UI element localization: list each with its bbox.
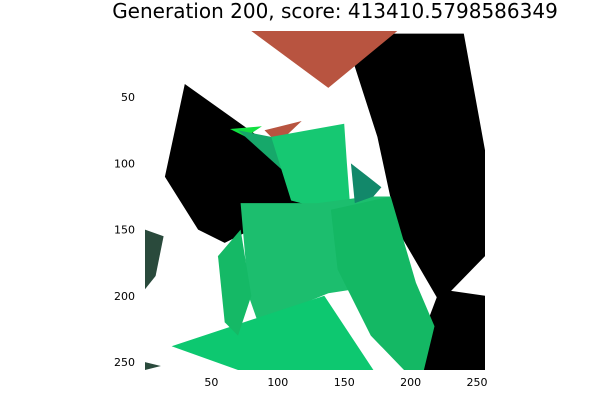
polygon-green-lower-wedge (218, 229, 252, 336)
polygon-green-right-slab (330, 196, 435, 370)
x-tick-label: 250 (467, 376, 488, 389)
plot-area (145, 31, 485, 370)
polygon-dark-green-bottom-left (145, 362, 161, 370)
y-axis-ticks: 50 100 150 200 250 (114, 91, 135, 369)
polygon-black-mass-right (344, 33, 485, 303)
y-tick-label: 200 (114, 290, 135, 303)
x-tick-label: 100 (267, 376, 288, 389)
polygon-green-big-triangle (171, 295, 374, 370)
chart-title: Generation 200, score: 413410.5798586349 (112, 0, 558, 23)
x-tick-label: 200 (400, 376, 421, 389)
y-tick-label: 50 (121, 91, 135, 104)
polygon-dark-green-left-edge (145, 229, 164, 290)
polygon-green-fan-upper (271, 123, 351, 217)
y-tick-label: 100 (114, 157, 135, 170)
polygon-bright-green-sliver (230, 126, 262, 137)
polygon-red-triangle-top (251, 31, 398, 88)
y-tick-label: 150 (114, 224, 135, 237)
x-axis-ticks: 50 100 150 200 250 (204, 376, 487, 389)
polygon-layer (145, 31, 485, 370)
polygon-black-bottom-right (410, 289, 485, 370)
y-tick-label: 250 (114, 356, 135, 369)
polygon-dark-teal-patch (350, 163, 382, 204)
x-tick-label: 50 (204, 376, 218, 389)
x-tick-label: 150 (334, 376, 355, 389)
